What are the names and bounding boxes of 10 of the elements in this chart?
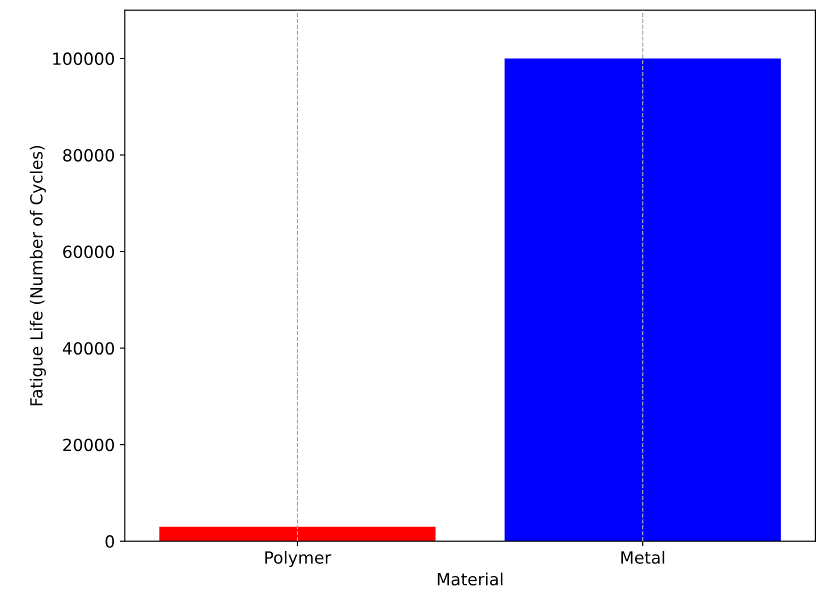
y-axis-title: Fatigue Life (Number of Cycles)	[30, 146, 46, 406]
y-tick-label: 100000	[53, 52, 114, 66]
y-tick-label: 40000	[62, 342, 114, 355]
y-tick-label: 0	[106, 535, 114, 548]
y-tick-label: 60000	[63, 246, 114, 258]
x-tick-label: Metal	[621, 550, 664, 564]
y-tick-label: 80000	[63, 148, 114, 162]
x-axis-title: Material	[438, 572, 502, 586]
y-tick-label: 20000	[63, 438, 114, 452]
x-tick-label: Polymer	[265, 550, 332, 568]
